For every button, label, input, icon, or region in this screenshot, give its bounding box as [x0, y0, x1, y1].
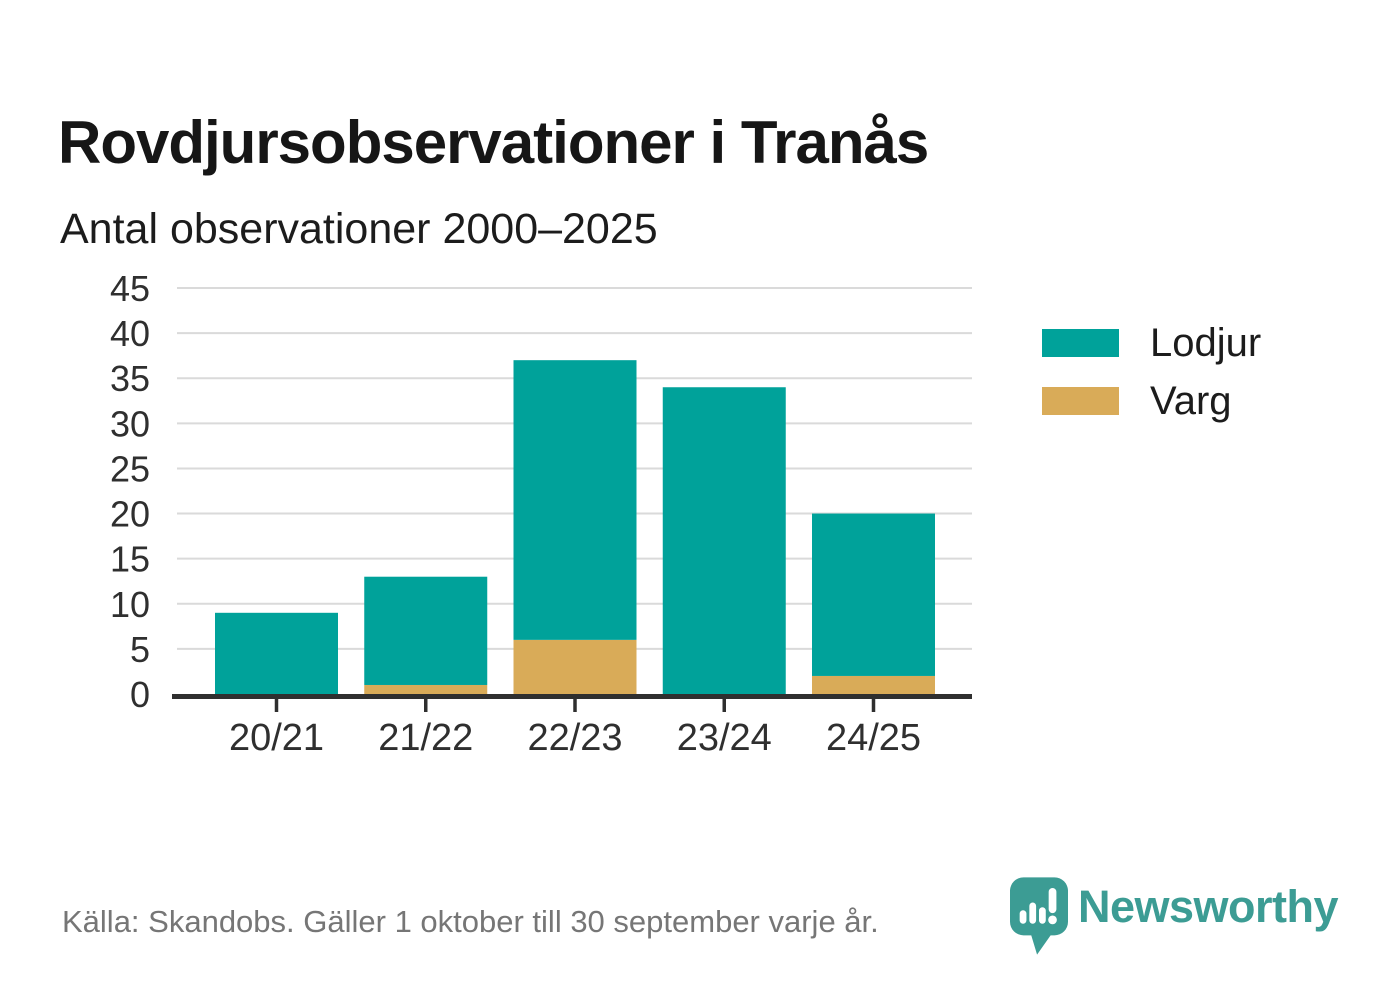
bar-chart-speech-bubble-icon: [1010, 877, 1068, 955]
x-tick-label: 24/25: [826, 717, 921, 759]
newsworthy-brand: Newsworthy: [1010, 877, 1339, 955]
x-tick-label: 20/21: [229, 717, 324, 759]
bar-segment-22/23-lodjur: [513, 360, 637, 640]
chart-subtitle: Antal observationer 2000–2025: [60, 205, 658, 253]
legend-item-varg: Varg: [1042, 378, 1232, 424]
legend-label-lodjur: Lodjur: [1150, 321, 1262, 365]
y-tick-label: 0: [130, 674, 150, 715]
y-tick-label: 20: [110, 494, 150, 535]
bar-segment-23/24-lodjur: [662, 387, 786, 694]
y-tick-label: 15: [110, 539, 150, 580]
legend-item-lodjur: Lodjur: [1042, 320, 1261, 366]
bar-segment-20/21-lodjur: [215, 612, 338, 694]
x-tick-label: 21/22: [378, 717, 473, 759]
y-tick-label: 35: [110, 358, 150, 399]
y-tick-label: 30: [110, 403, 150, 444]
legend-swatch-varg: [1042, 387, 1119, 415]
bar-segment-24/25-varg: [812, 675, 935, 694]
bar-segment-22/23-varg: [513, 639, 637, 694]
brand-name: Newsworthy: [1078, 881, 1339, 932]
x-axis: [172, 694, 972, 712]
source-note: Källa: Skandobs. Gäller 1 oktober till 3…: [62, 904, 879, 939]
y-tick-label: 10: [110, 584, 150, 625]
bar-segment-21/22-varg: [364, 684, 488, 694]
x-tick-label: 23/24: [677, 717, 772, 759]
bar-segment-24/25-lodjur: [812, 513, 935, 676]
x-tick-label: 22/23: [527, 717, 622, 759]
page-title: Rovdjursobservationer i Tranås: [58, 109, 929, 177]
bar-segment-21/22-lodjur: [364, 576, 488, 685]
y-tick-label: 5: [130, 629, 150, 670]
y-tick-label: 25: [110, 448, 150, 489]
legend-label-varg: Varg: [1150, 379, 1232, 423]
bars: [215, 360, 935, 694]
logo-bars: [1019, 887, 1057, 925]
y-tick-label: 45: [110, 268, 150, 309]
y-tick-label: 40: [110, 313, 150, 354]
x-axis-labels: 20/21 21/22 22/23 23/24 24/25: [229, 717, 921, 759]
legend-swatch-lodjur: [1042, 329, 1119, 357]
